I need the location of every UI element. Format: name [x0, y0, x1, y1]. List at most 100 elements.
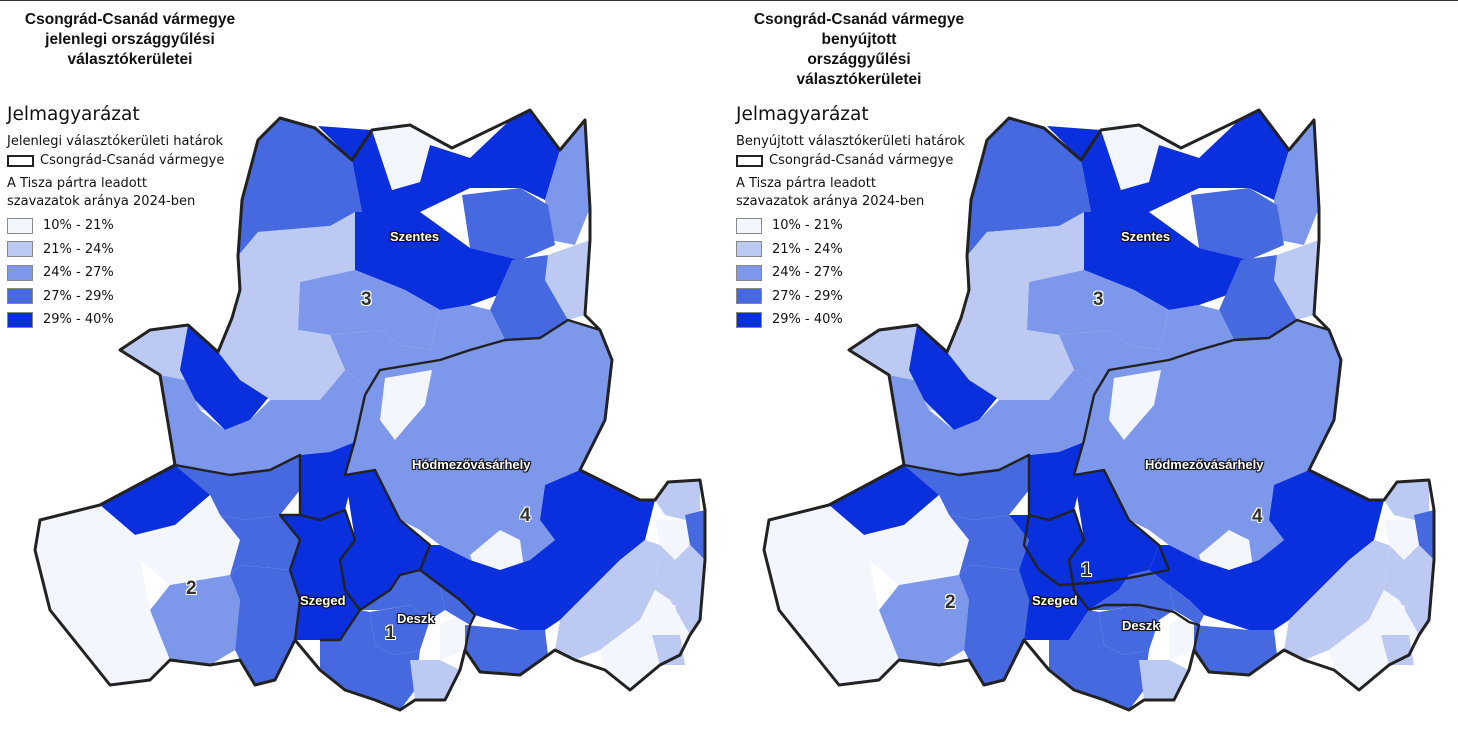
municipality-area[interactable] — [1384, 520, 1419, 560]
municipality-area[interactable] — [440, 615, 472, 660]
municipality-area[interactable] — [1219, 255, 1297, 340]
legend-class-item: 10% - 21% — [736, 214, 965, 238]
class-swatch — [736, 311, 762, 328]
municipality-area[interactable] — [232, 282, 300, 340]
municipality-area[interactable] — [370, 605, 430, 655]
municipality-area[interactable] — [1284, 540, 1389, 660]
county-outline-swatch — [7, 154, 34, 167]
municipality-area[interactable] — [320, 610, 420, 710]
municipality-area[interactable] — [298, 270, 440, 350]
municipality-area[interactable] — [949, 515, 1029, 575]
municipality-area[interactable] — [420, 470, 655, 630]
municipality-area[interactable] — [864, 495, 969, 585]
municipality-area[interactable] — [1384, 480, 1429, 520]
municipality-area[interactable] — [1169, 585, 1204, 625]
municipality-area[interactable] — [959, 565, 1029, 685]
municipality-area[interactable] — [1029, 440, 1089, 520]
municipality-area[interactable] — [355, 212, 520, 310]
municipality-area[interactable] — [947, 318, 1074, 400]
municipality-area[interactable] — [318, 126, 470, 212]
municipality-area[interactable] — [1099, 605, 1159, 655]
municipality-area[interactable] — [465, 625, 548, 675]
map-title: Csongrád-Csanád vármegye jelenlegi orszá… — [24, 11, 236, 68]
municipality-area[interactable] — [160, 370, 370, 475]
class-swatch — [736, 217, 762, 234]
municipality-area[interactable] — [909, 325, 997, 430]
legend-county-item: Csongrád-Csanád vármegye — [736, 153, 965, 168]
municipality-area[interactable] — [180, 325, 268, 430]
municipality-area[interactable] — [430, 110, 560, 200]
municipality-area[interactable] — [230, 565, 300, 685]
legend-heading: Jelmagyarázat — [7, 104, 140, 125]
municipality-area[interactable] — [545, 240, 590, 320]
legend-class-item: 10% - 21% — [7, 214, 224, 238]
municipality-area[interactable] — [360, 570, 445, 620]
municipality-area[interactable] — [238, 212, 355, 295]
municipality-area[interactable] — [100, 465, 210, 535]
municipality-area[interactable] — [1139, 660, 1189, 700]
municipality-area[interactable] — [330, 305, 505, 390]
municipality-area[interactable] — [1414, 510, 1434, 560]
municipality-area[interactable] — [1274, 120, 1319, 245]
municipality-area[interactable] — [961, 282, 1029, 340]
municipality-area[interactable] — [655, 520, 690, 560]
municipality-area[interactable] — [1194, 625, 1277, 675]
town-label-szeged: Szeged — [1032, 593, 1078, 608]
municipality-area[interactable] — [1059, 305, 1234, 390]
class-swatch — [7, 264, 33, 281]
municipality-area[interactable] — [1274, 240, 1319, 320]
legend-boundary-label: Benyújtott választókerületi határok — [736, 134, 965, 149]
municipality-area[interactable] — [218, 318, 345, 400]
municipality-area[interactable] — [655, 480, 700, 520]
top-rule — [0, 0, 1458, 1]
municipality-area[interactable] — [764, 505, 899, 685]
municipality-area[interactable] — [1069, 470, 1159, 610]
municipality-area[interactable] — [967, 118, 1091, 256]
municipality-area[interactable] — [1009, 510, 1089, 640]
municipality-area[interactable] — [545, 120, 590, 245]
legend-heading: Jelmagyarázat — [736, 104, 869, 125]
class-swatch — [736, 288, 762, 305]
municipality-area[interactable] — [1149, 470, 1384, 630]
municipality-area[interactable] — [150, 575, 240, 665]
municipality-area[interactable] — [655, 545, 705, 635]
legend-class-item: 24% - 27% — [7, 261, 224, 285]
municipality-area[interactable] — [340, 470, 430, 610]
municipality-area[interactable] — [1101, 120, 1189, 190]
town-label-szentes: Szentes — [390, 229, 440, 244]
town-label-deszk: Deszk — [1122, 618, 1160, 633]
municipality-area[interactable] — [879, 575, 969, 665]
municipality-area[interactable] — [555, 540, 660, 660]
municipality-area[interactable] — [1049, 610, 1149, 710]
municipality-area[interactable] — [410, 660, 460, 700]
county-outline-swatch — [736, 154, 763, 167]
municipality-area[interactable] — [440, 585, 475, 625]
municipality-area[interactable] — [1159, 110, 1289, 200]
municipality-area[interactable] — [462, 188, 555, 260]
municipality-area[interactable] — [1169, 615, 1201, 660]
municipality-area[interactable] — [35, 505, 170, 685]
legend-county-item: Csongrád-Csanád vármegye — [7, 153, 224, 168]
municipality-area[interactable] — [380, 370, 432, 440]
municipality-area[interactable] — [490, 255, 568, 340]
municipality-area[interactable] — [1027, 270, 1169, 350]
legend-class-item: 21% - 24% — [736, 238, 965, 262]
municipality-area[interactable] — [238, 118, 362, 256]
class-swatch — [736, 264, 762, 281]
municipality-area[interactable] — [829, 465, 939, 535]
municipality-area[interactable] — [1084, 212, 1249, 310]
municipality-area[interactable] — [300, 440, 360, 520]
municipality-area[interactable] — [1191, 188, 1284, 260]
municipality-area[interactable] — [889, 370, 1099, 475]
class-swatch — [7, 217, 33, 234]
municipality-area[interactable] — [372, 120, 460, 190]
municipality-area[interactable] — [648, 605, 680, 628]
municipality-area[interactable] — [1047, 126, 1199, 212]
municipality-area[interactable] — [1109, 370, 1161, 440]
municipality-area[interactable] — [1384, 545, 1434, 635]
municipality-area[interactable] — [1377, 605, 1409, 628]
municipality-area[interactable] — [220, 515, 300, 575]
municipality-area[interactable] — [685, 510, 705, 560]
municipality-area[interactable] — [967, 212, 1084, 295]
municipality-area[interactable] — [135, 495, 240, 585]
